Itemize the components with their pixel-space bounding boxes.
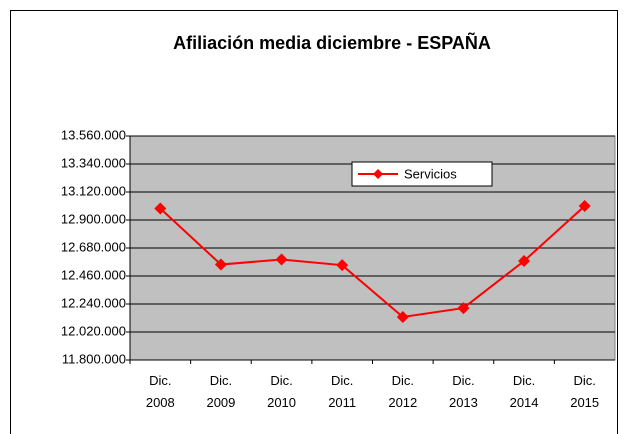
y-tick-label: 12.460.000 — [61, 267, 126, 282]
marker — [457, 302, 470, 315]
y-tick-label: 12.240.000 — [61, 295, 126, 310]
marker — [336, 259, 349, 272]
x-tick-label: Dic. 2015 — [570, 373, 600, 410]
marker — [396, 310, 409, 323]
chart-title: Afiliación media diciembre - ESPAÑA — [173, 32, 491, 53]
marker — [275, 253, 288, 266]
x-tick-label: Dic. 2014 — [509, 373, 539, 410]
y-tick-label: 12.020.000 — [61, 323, 126, 338]
marker — [518, 254, 531, 267]
line — [159, 205, 586, 319]
marker — [578, 200, 591, 212]
y-tick-label: 11.800.000 — [62, 351, 126, 366]
legend-label: Servicios — [404, 166, 457, 181]
y-tick-label: 12.900.000 — [61, 211, 126, 226]
x-tick-label: Dic. 2008 — [145, 373, 175, 410]
marker — [154, 202, 167, 215]
x-tick-label: Dic. 2013 — [448, 373, 478, 410]
x-tick-label: Dic. 2010 — [267, 373, 297, 410]
y-tick-label: 13.120.000 — [61, 183, 126, 198]
marker — [214, 258, 227, 271]
legend-marker — [373, 169, 383, 179]
y-tick-label: 13.340.000 — [61, 155, 126, 170]
x-tick-label: Dic. 2009 — [206, 373, 236, 410]
x-tick-label: Dic. 2012 — [388, 373, 418, 410]
y-tick-label: 12.680.000 — [61, 239, 126, 254]
x-tick-label: Dic. 2011 — [328, 373, 357, 410]
y-tick-label: 13.560.000 — [61, 127, 126, 142]
